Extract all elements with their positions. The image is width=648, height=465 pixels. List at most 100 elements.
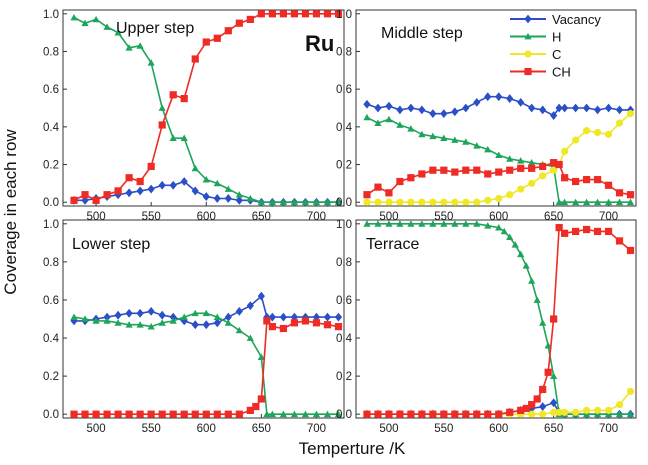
y-tick-label: 0.0 [336,197,352,209]
panel-title-middle-step: Middle step [381,25,463,42]
data-point-c [506,191,514,199]
data-point-ch [506,166,514,174]
data-point-h [506,233,514,241]
data-point-ch [555,224,563,232]
data-point-h [615,198,624,206]
data-point-h [626,410,635,418]
data-point-c [418,198,426,206]
data-point-vacancy [158,310,166,320]
data-point-vacancy [147,306,155,316]
data-point-vacancy [213,318,221,328]
y-tick-label: 0.6 [43,84,59,96]
data-point-vacancy [103,312,111,322]
data-point-ch [451,168,459,176]
data-point-vacancy [235,306,243,316]
data-point-h [279,198,287,206]
data-point-vacancy [517,97,525,107]
data-point-h [363,220,371,227]
data-point-h [495,151,503,158]
data-point-c [626,387,635,395]
data-point-ch [191,410,199,418]
data-point-ch [70,410,78,418]
y-tick-label: 0.2 [336,371,352,383]
data-point-vacancy [385,101,393,111]
y-tick-label: 0.6 [336,84,352,96]
data-point-ch [70,196,78,204]
data-point-ch [407,410,415,418]
data-point-h [539,319,547,326]
data-point-h [396,220,404,227]
data-point-vacancy [224,194,232,203]
data-point-vacancy [125,188,133,198]
data-point-h [147,323,155,330]
data-point-ch [191,55,199,63]
data-point-h [484,222,492,229]
data-point-ch [224,27,232,35]
data-point-h [572,198,580,206]
data-point-vacancy [550,111,558,120]
data-point-ch [202,38,210,46]
data-point-vacancy [147,184,155,194]
data-point-vacancy [550,398,558,408]
data-point-ch [290,319,299,327]
data-point-c [604,406,613,414]
data-point-h [257,353,265,360]
data-point-ch [268,10,276,18]
data-point-ch [429,166,437,174]
data-point-ch [81,410,89,418]
data-point-ch [550,159,558,167]
data-point-vacancy [257,291,265,301]
data-point-ch [495,410,503,418]
data-point-ch [252,402,260,411]
data-point-ch [268,323,276,331]
data-point-vacancy [235,195,243,205]
data-point-h [615,410,624,418]
panel-title-terrace: Terrace [366,236,419,253]
data-point-ch [363,191,371,199]
data-point-ch [582,225,591,234]
data-point-h [81,315,89,322]
data-point-ch [301,317,310,325]
data-point-ch [550,315,558,323]
data-point-h [334,198,343,206]
data-point-c [385,198,393,206]
data-point-vacancy [136,186,144,196]
data-point-c [582,127,591,135]
data-point-vacancy [279,312,287,322]
y-tick-label: 0.8 [43,257,59,269]
data-point-ch [235,410,243,418]
data-point-ch [202,410,210,418]
data-point-vacancy [363,99,371,109]
data-point-ch [626,246,635,255]
data-point-h [180,313,188,320]
data-point-ch [539,162,547,171]
data-point-vacancy [407,103,415,113]
data-point-ch [290,10,299,18]
legend-label: Vacancy [552,12,601,27]
panel-terrace: 0.0 0.2 0.4 0.6 0.8 1.0 500 550 600 650 700 Terrace [336,219,637,435]
data-point-c [626,110,635,118]
data-point-vacancy [224,312,232,322]
y-tick-label: 0.4 [336,122,353,134]
data-point-h [246,334,254,341]
data-point-vacancy [418,105,426,115]
data-point-h [125,321,133,328]
data-point-c [484,196,492,204]
legend-item-ch: CH [510,65,571,80]
data-point-ch [582,176,591,184]
data-point-ch [385,410,393,418]
data-point-h [511,241,519,248]
data-point-ch [246,406,254,414]
data-point-h [604,198,613,206]
data-point-vacancy [495,92,503,102]
legend-item-vacancy: Vacancy [510,12,601,27]
data-point-ch [301,10,310,18]
data-point-ch [451,410,459,418]
x-tick-label: 700 [307,423,326,435]
data-point-h [418,130,426,138]
data-point-ch [593,227,602,236]
y-tick-label: 1.0 [336,9,352,21]
data-point-ch [334,323,343,331]
data-point-h [290,198,299,206]
